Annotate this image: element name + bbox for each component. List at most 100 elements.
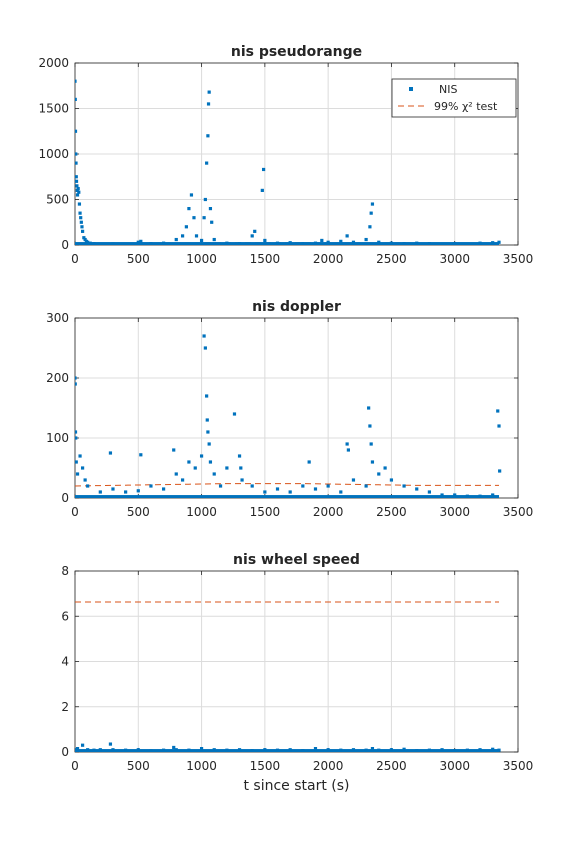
nis-point — [276, 487, 279, 490]
nis-point — [370, 442, 373, 445]
nis-point — [370, 212, 373, 215]
nis-point — [365, 238, 368, 241]
nis-point — [289, 490, 292, 493]
nis-point — [78, 202, 81, 205]
nis-point — [204, 346, 207, 349]
chart-2: 0 500 1000 1500 2000 2500 3000 3500 0 100 200 300 ni… — [46, 299, 533, 519]
nis-point — [190, 193, 193, 196]
axes-box — [75, 318, 518, 498]
nis-point — [251, 234, 254, 237]
y-tick-label: 200 — [46, 371, 69, 385]
nis-point — [111, 487, 114, 490]
nis-point — [262, 168, 265, 171]
x-tick-label: 1500 — [250, 505, 281, 519]
y-tick-label: 4 — [61, 655, 69, 669]
y-tick-label: 0 — [61, 491, 69, 505]
nis-point — [81, 230, 84, 233]
nis-point — [172, 448, 175, 451]
chart-1: 0 500 1000 1500 2000 2500 3000 3500 0 500 1000 1500… — [38, 44, 533, 266]
nis-point — [175, 238, 178, 241]
nis-point — [181, 478, 184, 481]
y-tick-label: 500 — [46, 193, 69, 207]
y-tick-label: 8 — [61, 564, 69, 578]
nis-point — [80, 225, 83, 228]
x-tick-label: 1000 — [186, 759, 217, 773]
nis-point — [225, 466, 228, 469]
legend-marker-nis — [409, 87, 413, 91]
x-tick-label: 1000 — [186, 252, 217, 266]
y-tick-label: 1500 — [38, 102, 69, 116]
nis-point — [261, 189, 264, 192]
nis-point — [74, 98, 77, 101]
nis-point — [204, 198, 207, 201]
nis-point — [73, 376, 76, 379]
nis-point — [192, 216, 195, 219]
nis-point — [73, 80, 76, 83]
nis-point — [206, 430, 209, 433]
x-tick-label: 2500 — [376, 505, 407, 519]
nis-point — [200, 454, 203, 457]
nis-point — [347, 448, 350, 451]
nis-point — [205, 394, 208, 397]
nis-point — [194, 466, 197, 469]
nis-point — [371, 202, 374, 205]
y-tick-label: 300 — [46, 311, 69, 325]
nis-point — [320, 239, 323, 242]
x-tick-label: 0 — [71, 505, 79, 519]
y-tick-label: 1000 — [38, 147, 69, 161]
x-tick-label: 3000 — [439, 252, 470, 266]
nis-point — [206, 134, 209, 137]
nis-dense-band — [75, 495, 499, 498]
legend-entry-nis: NIS — [439, 83, 457, 96]
nis-point — [346, 442, 349, 445]
nis-point — [205, 162, 208, 165]
nis-point — [238, 454, 241, 457]
x-tick-label: 0 — [71, 252, 79, 266]
nis-point — [75, 184, 78, 187]
nis-point — [77, 191, 80, 194]
chart-title: nis pseudorange — [231, 44, 362, 60]
x-tick-label: 3500 — [503, 505, 534, 519]
nis-point — [314, 487, 317, 490]
nis-point — [76, 472, 79, 475]
nis-point — [207, 102, 210, 105]
nis-point — [346, 234, 349, 237]
x-tick-label: 2000 — [313, 505, 344, 519]
nis-point — [253, 230, 256, 233]
nis-point — [74, 430, 77, 433]
nis-point — [428, 490, 431, 493]
nis-point — [213, 238, 216, 241]
nis-point — [368, 225, 371, 228]
nis-point — [99, 490, 102, 493]
nis-point — [240, 478, 243, 481]
nis-point — [84, 478, 87, 481]
x-tick-label: 3000 — [439, 505, 470, 519]
x-tick-label: 500 — [127, 505, 150, 519]
nis-point — [390, 478, 393, 481]
nis-point — [109, 742, 112, 745]
chart-title: nis wheel speed — [233, 552, 360, 568]
nis-point — [497, 424, 500, 427]
x-tick-label: 3500 — [503, 759, 534, 773]
nis-dense-band — [75, 749, 499, 752]
nis-point — [74, 130, 77, 133]
x-tick-label: 500 — [127, 252, 150, 266]
nis-point — [377, 472, 380, 475]
y-tick-label: 0 — [61, 745, 69, 759]
nis-point — [209, 460, 212, 463]
y-tick-label: 100 — [46, 431, 69, 445]
nis-point — [233, 412, 236, 415]
nis-point — [78, 454, 81, 457]
nis-point — [415, 487, 418, 490]
y-tick-label: 6 — [61, 609, 69, 623]
nis-point — [162, 487, 165, 490]
nis-point — [263, 239, 266, 242]
nis-point — [79, 216, 82, 219]
nis-point — [213, 472, 216, 475]
y-tick-label: 2000 — [38, 56, 69, 70]
x-tick-label: 2500 — [376, 759, 407, 773]
nis-point — [139, 453, 142, 456]
nis-point — [208, 91, 211, 94]
x-tick-label: 0 — [71, 759, 79, 773]
nis-point — [200, 239, 203, 242]
